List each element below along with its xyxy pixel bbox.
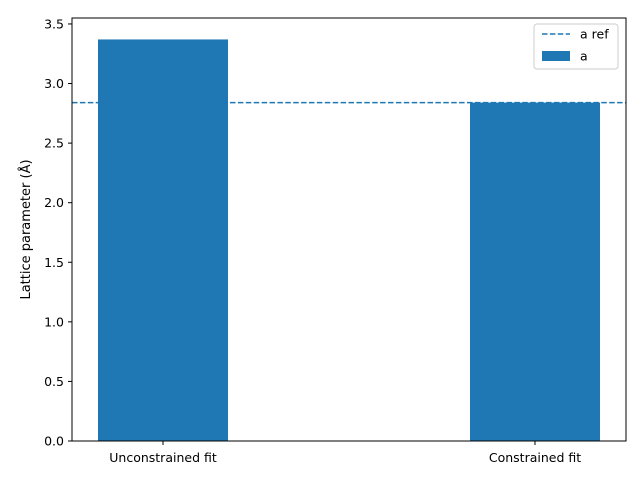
y-tick-label-5: 2.5 — [44, 136, 64, 151]
y-tick-label-4: 2.0 — [44, 195, 64, 210]
y-tick-label-0: 0.0 — [44, 434, 64, 449]
y-tick-label-7: 3.5 — [44, 16, 64, 31]
legend-bar-label: a — [580, 49, 588, 64]
plot-area-frame — [71, 17, 627, 442]
legend-ref-label: a ref — [580, 27, 609, 42]
x-tick-label-1: Constrained fit — [489, 450, 581, 465]
y-tick-label-3: 1.5 — [44, 255, 64, 270]
x-tick-label-0: Unconstrained fit — [109, 450, 217, 465]
y-tick-label-2: 1.0 — [44, 314, 64, 329]
bars-group — [98, 39, 600, 442]
legend: a ref a — [533, 23, 619, 70]
y-axis-label: Lattice parameter (Å) — [18, 159, 34, 299]
legend-bar-swatch — [542, 51, 570, 61]
y-tick-label-6: 3.0 — [44, 76, 64, 91]
x-axis: Unconstrained fit Constrained fit — [109, 441, 581, 465]
y-tick-label-1: 0.5 — [44, 374, 64, 389]
bar-1 — [470, 102, 600, 441]
y-axis: 0.0 0.5 1.0 1.5 2.0 2.5 3.0 3.5 — [44, 16, 72, 449]
bar-0 — [98, 39, 228, 442]
